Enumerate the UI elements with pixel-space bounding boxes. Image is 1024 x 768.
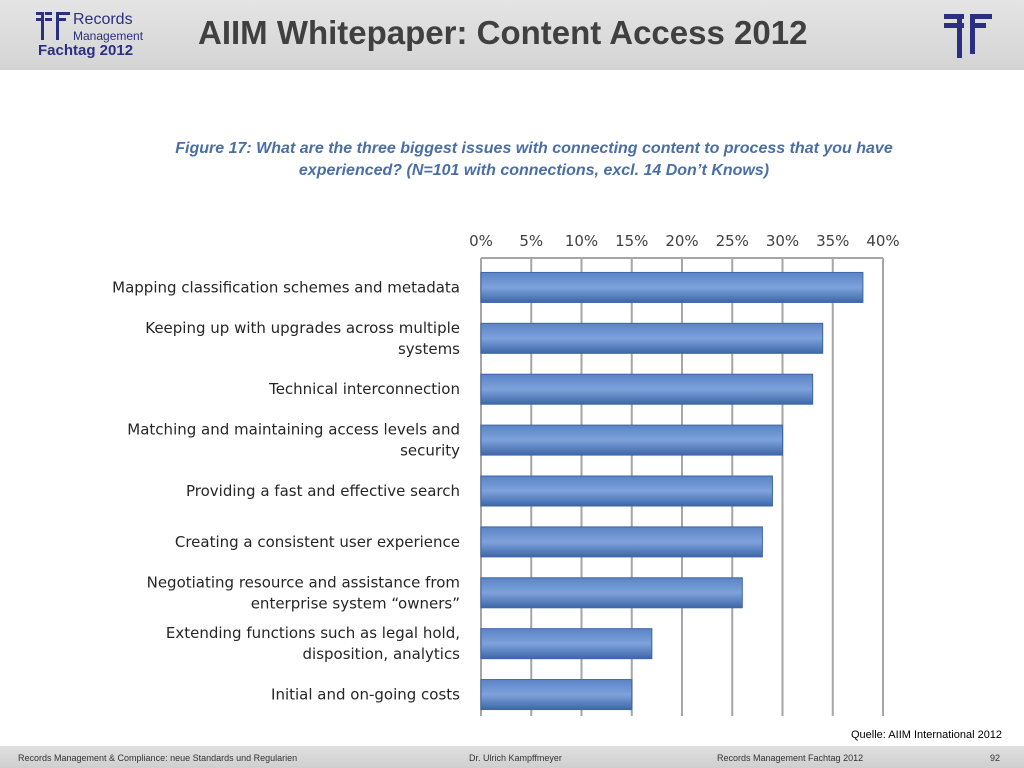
slide-header: Records Management Fachtag 2012 AIIM Whi… <box>0 0 1024 70</box>
bar <box>480 475 773 507</box>
category-label: Mapping classification schemes and metad… <box>112 278 460 296</box>
category-label: Initial and on-going costs <box>271 686 460 704</box>
x-tick-label: 5% <box>519 232 543 250</box>
category-label: Providing a fast and effective search <box>186 482 460 500</box>
footer-event: Records Management Fachtag 2012 <box>717 753 864 763</box>
x-tick-label: 10% <box>565 232 598 250</box>
chart-title-line-2: experienced? (N=101 with connections, ex… <box>298 162 770 179</box>
chart-area: Figure 17: What are the three biggest is… <box>80 130 940 730</box>
bar <box>480 322 824 354</box>
category-label: Negotiating resource and assistance from <box>147 573 460 591</box>
x-tick-label: 0% <box>469 232 493 250</box>
logo-text-records: Records <box>73 11 133 28</box>
x-tick-label: 25% <box>716 232 749 250</box>
bar <box>480 577 743 609</box>
category-label: Extending functions such as legal hold, <box>166 624 460 642</box>
fachtag-logo-icon <box>944 14 992 58</box>
category-label: Matching and maintaining access levels a… <box>127 421 460 439</box>
footer-left-text: Records Management & Compliance: neue St… <box>18 753 298 763</box>
logo-text-management: Management <box>73 29 144 43</box>
x-tick-label: 30% <box>766 232 799 250</box>
source-note: Quelle: AIIM International 2012 <box>851 729 1003 741</box>
category-label: Keeping up with upgrades across multiple <box>145 319 460 337</box>
category-label: disposition, analytics <box>303 645 461 663</box>
records-management-logo-icon <box>36 12 70 40</box>
bar <box>480 679 633 711</box>
logo-text-fachtag: Fachtag 2012 <box>38 42 134 59</box>
chart-title-line-1: Figure 17: What are the three biggest is… <box>175 140 893 157</box>
category-label: enterprise system “owners” <box>251 594 460 612</box>
category-label: Technical interconnection <box>268 380 460 398</box>
bar <box>480 271 864 303</box>
x-tick-label: 15% <box>615 232 648 250</box>
bar <box>480 526 763 558</box>
slide-footer: Records Management & Compliance: neue St… <box>0 746 1024 768</box>
page-number: 92 <box>990 753 1001 763</box>
bar-chart: 0% 5% 10% 15% 20% 25% 30% 35% 40% Mapping classif… <box>112 232 900 716</box>
bar <box>480 424 783 456</box>
category-label: systems <box>398 340 460 358</box>
x-tick-label: 40% <box>866 232 899 250</box>
bar <box>480 628 653 660</box>
x-tick-label: 35% <box>816 232 849 250</box>
page-title: AIIM Whitepaper: Content Access 2012 <box>198 14 808 51</box>
category-label: security <box>400 442 460 460</box>
footer-author: Dr. Ulrich Kampffmeyer <box>469 753 562 763</box>
x-tick-label: 20% <box>665 232 698 250</box>
bar <box>480 373 814 405</box>
category-label: Creating a consistent user experience <box>175 533 460 551</box>
chart-title: Figure 17: What are the three biggest is… <box>80 138 988 182</box>
